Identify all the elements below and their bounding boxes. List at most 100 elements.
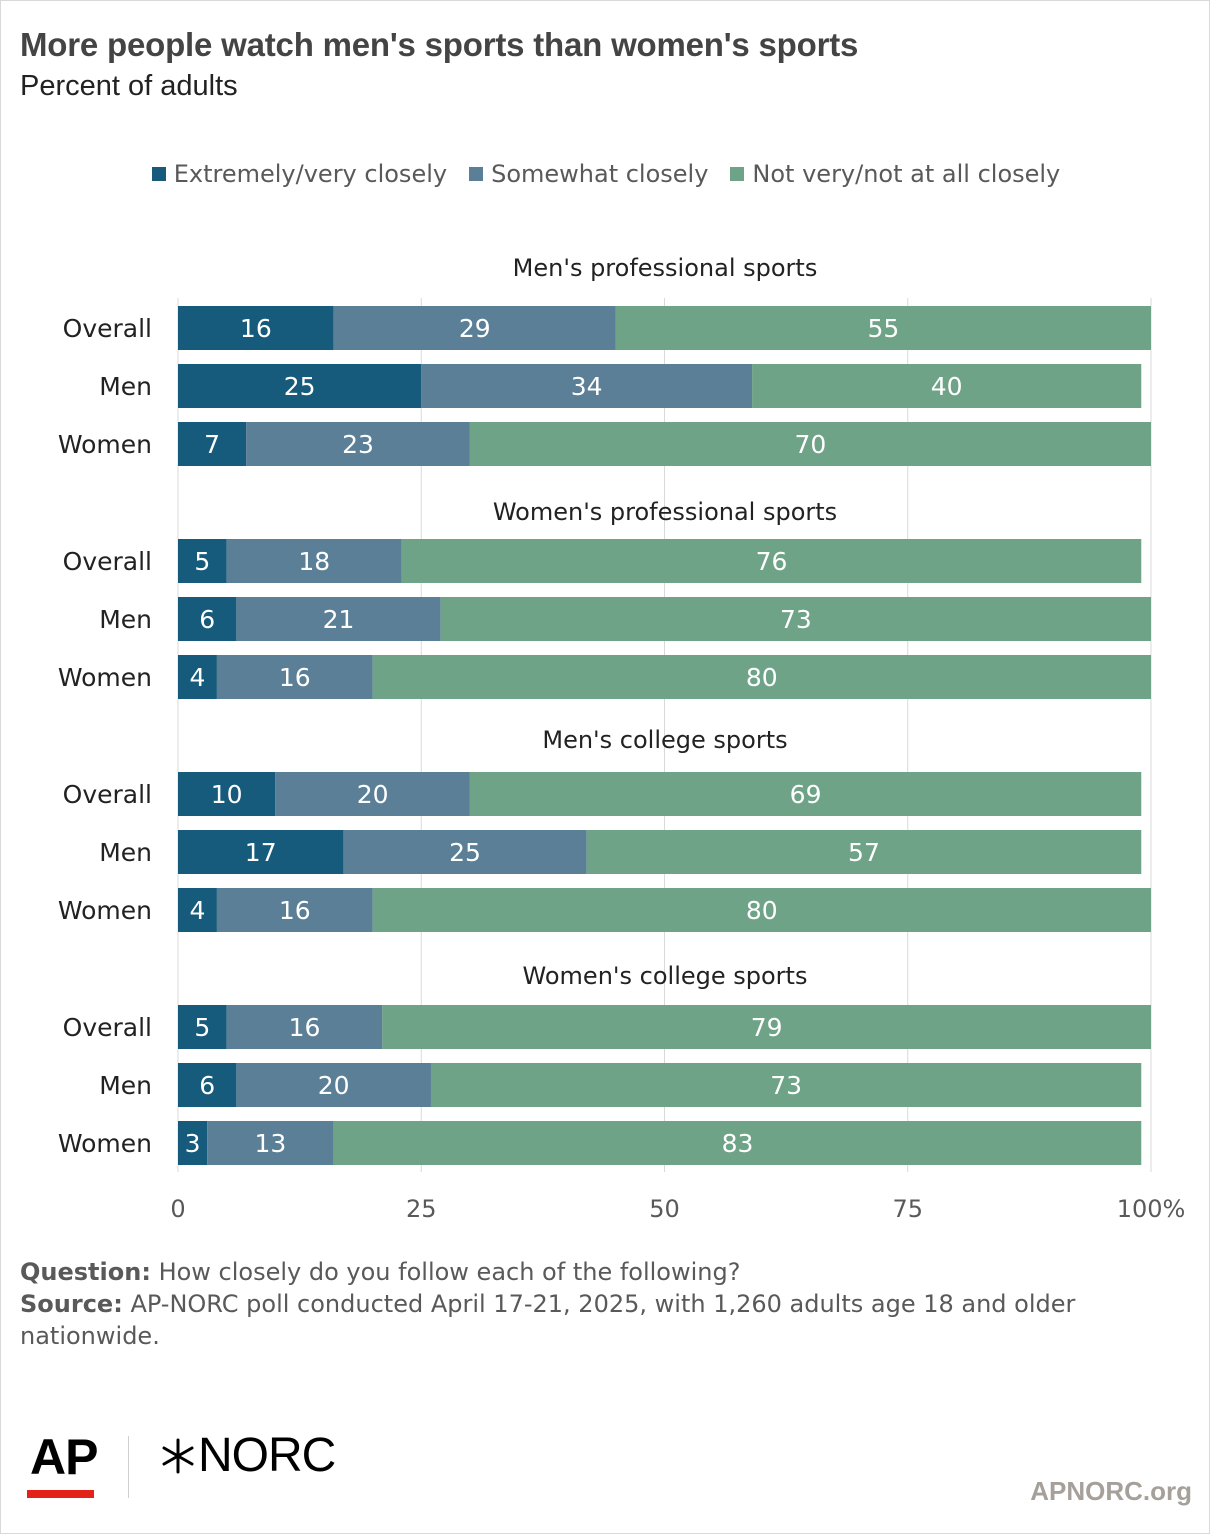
ap-logo: AP — [30, 1429, 98, 1485]
data-label-not: 70 — [795, 430, 827, 459]
group-title: Men's college sports — [542, 726, 787, 754]
bar-segment-extremely — [178, 1121, 208, 1165]
data-label-somewhat: 13 — [255, 1129, 287, 1158]
bar-segment-not — [372, 655, 1152, 699]
row-label: Women — [58, 663, 152, 692]
bar-segment-not — [401, 539, 1142, 583]
data-label-extremely: 5 — [194, 1013, 210, 1042]
bar-segment-somewhat — [216, 655, 373, 699]
row-label: Women — [58, 896, 152, 925]
bar-segment-somewhat — [216, 888, 373, 932]
row-label: Men — [99, 372, 152, 401]
data-label-extremely: 6 — [199, 1071, 215, 1100]
bar-segment-extremely — [178, 830, 344, 874]
data-label-somewhat: 20 — [357, 780, 389, 809]
bar-segment-somewhat — [246, 422, 470, 466]
data-label-not: 69 — [790, 780, 822, 809]
legend-swatch-extremely — [151, 167, 166, 181]
data-label-not: 80 — [746, 663, 778, 692]
data-label-somewhat: 21 — [323, 605, 355, 634]
bar-segment-not — [382, 1005, 1152, 1049]
row-label: Men — [99, 1071, 152, 1100]
bar-segment-somewhat — [226, 539, 402, 583]
group-title: Women's professional sports — [493, 498, 837, 526]
legend-item-somewhat: Somewhat closely — [469, 160, 708, 188]
ap-logo-bar — [27, 1490, 94, 1498]
source-text: AP-NORC poll conducted April 17-21, 2025… — [20, 1290, 1076, 1350]
data-label-somewhat: 20 — [318, 1071, 350, 1100]
bar-segment-not — [586, 830, 1142, 874]
data-label-somewhat: 16 — [279, 896, 311, 925]
bar-segment-extremely — [178, 888, 217, 932]
data-label-somewhat: 23 — [342, 430, 374, 459]
bar-segment-somewhat — [343, 830, 587, 874]
data-label-not: 76 — [756, 547, 788, 576]
data-label-somewhat: 16 — [279, 663, 311, 692]
data-label-somewhat: 25 — [449, 838, 481, 867]
bar-segment-somewhat — [226, 1005, 383, 1049]
data-label-extremely: 16 — [240, 314, 272, 343]
legend-label-extremely: Extremely/very closely — [173, 160, 448, 188]
row-label: Women — [58, 1129, 152, 1158]
legend-label-not: Not very/not at all closely — [752, 160, 1061, 188]
norc-logo: NORC — [158, 1428, 336, 1483]
bar-segment-extremely — [178, 1063, 237, 1107]
data-label-extremely: 5 — [194, 547, 210, 576]
data-label-somewhat: 18 — [298, 547, 330, 576]
bar-segment-not — [372, 888, 1152, 932]
bar-segment-somewhat — [333, 306, 616, 350]
data-label-extremely: 4 — [190, 663, 206, 692]
data-label-somewhat: 29 — [459, 314, 491, 343]
row-label: Women — [58, 430, 152, 459]
data-label-extremely: 3 — [185, 1129, 201, 1158]
bar-segment-not — [752, 364, 1142, 408]
bar-segment-extremely — [178, 306, 334, 350]
row-label: Men — [99, 838, 152, 867]
legend: Extremely/very closely Somewhat closely … — [0, 160, 1212, 188]
data-label-somewhat: 34 — [571, 372, 603, 401]
bar-segment-not — [440, 597, 1152, 641]
legend-swatch-not — [730, 167, 745, 181]
bar-segment-not — [469, 772, 1142, 816]
bar-segment-somewhat — [275, 772, 470, 816]
x-tick-label: 25 — [406, 1195, 437, 1223]
question-text: How closely do you follow each of the fo… — [158, 1258, 741, 1286]
data-label-extremely: 4 — [190, 896, 206, 925]
question-note: Question: How closely do you follow each… — [20, 1256, 1170, 1288]
bar-segment-not — [430, 1063, 1142, 1107]
row-label: Overall — [63, 314, 152, 343]
row-label: Overall — [63, 547, 152, 576]
legend-swatch-somewhat — [469, 167, 484, 181]
site-url: APNORC.org — [1030, 1476, 1192, 1506]
data-label-not: 79 — [751, 1013, 783, 1042]
x-tick-label: 75 — [892, 1195, 923, 1223]
x-tick-label: 100% — [1117, 1195, 1186, 1223]
row-label: Men — [99, 605, 152, 634]
data-label-extremely: 6 — [199, 605, 215, 634]
x-tick-label: 50 — [649, 1195, 680, 1223]
chart-title: More people watch men's sports than wome… — [20, 26, 859, 63]
bar-segment-not — [333, 1121, 1142, 1165]
bar-segment-extremely — [178, 1005, 227, 1049]
bar-segment-somewhat — [421, 364, 753, 408]
bar-segment-not — [615, 306, 1151, 350]
data-label-extremely: 25 — [284, 372, 316, 401]
bar-segment-extremely — [178, 597, 237, 641]
norc-logo-text: NORC — [198, 1429, 336, 1482]
norc-star-icon — [162, 1438, 194, 1473]
notes: Question: How closely do you follow each… — [20, 1256, 1170, 1352]
bar-segment-somewhat — [236, 1063, 431, 1107]
bar-segment-extremely — [178, 364, 422, 408]
bar-segment-extremely — [178, 772, 276, 816]
bar-segment-extremely — [178, 422, 247, 466]
row-label: Overall — [63, 780, 152, 809]
row-label: Overall — [63, 1013, 152, 1042]
bar-segment-somewhat — [236, 597, 441, 641]
source-note: Source: AP-NORC poll conducted April 17-… — [20, 1288, 1170, 1352]
data-label-somewhat: 16 — [289, 1013, 321, 1042]
group-title: Women's college sports — [523, 962, 808, 990]
bar-segment-extremely — [178, 655, 217, 699]
source-label: Source: — [20, 1290, 123, 1318]
